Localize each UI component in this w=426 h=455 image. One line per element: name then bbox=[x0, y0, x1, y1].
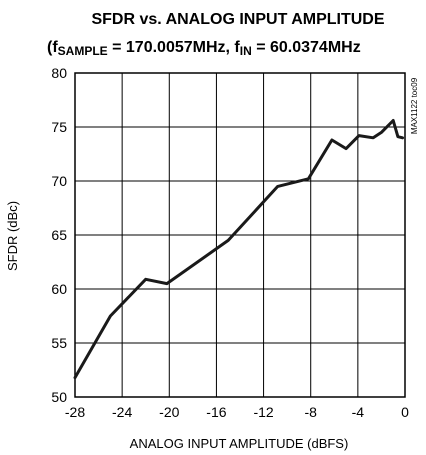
x-tick-label: -12 bbox=[253, 404, 273, 420]
x-tick-labels: -28 -24 -20 -16 -12 -8 -4 0 bbox=[65, 404, 409, 420]
subtitle-sample-subscript: SAMPLE bbox=[58, 44, 108, 58]
series-line-sfdr bbox=[73, 119, 405, 380]
subtitle-open: (f bbox=[47, 39, 58, 56]
subtitle-in-subscript: IN bbox=[240, 44, 252, 58]
y-tick-label: 70 bbox=[51, 173, 67, 189]
x-tick-label: -20 bbox=[159, 404, 179, 420]
grid bbox=[75, 73, 405, 397]
y-axis-label: SFDR (dBc) bbox=[5, 201, 20, 271]
x-axis-label: ANALOG INPUT AMPLITUDE (dBFS) bbox=[130, 436, 349, 451]
x-tick-label: -24 bbox=[112, 404, 132, 420]
x-tick-label: -16 bbox=[206, 404, 226, 420]
chart-title: SFDR vs. ANALOG INPUT AMPLITUDE bbox=[91, 11, 384, 28]
x-tick-label: -28 bbox=[65, 404, 85, 420]
y-tick-label: 80 bbox=[51, 65, 67, 81]
x-tick-label: 0 bbox=[401, 404, 409, 420]
y-tick-label: 75 bbox=[51, 119, 67, 135]
chart-annotation: MAX1122 toc09 bbox=[410, 77, 419, 134]
y-tick-label: 60 bbox=[51, 281, 67, 297]
y-tick-label: 55 bbox=[51, 335, 67, 351]
y-tick-labels: 50 55 60 65 70 75 80 bbox=[51, 65, 67, 405]
subtitle-in-value: = 60.0374MHz bbox=[252, 39, 361, 56]
chart-subtitle: (fSAMPLE = 170.0057MHz, fIN = 60.0374MHz bbox=[47, 39, 361, 58]
y-tick-label: 65 bbox=[51, 227, 67, 243]
plot-frame bbox=[74, 72, 406, 398]
x-tick-label: -8 bbox=[304, 404, 317, 420]
x-tick-label: -4 bbox=[352, 404, 365, 420]
y-tick-label: 50 bbox=[51, 389, 67, 405]
subtitle-sample-value: = 170.0057MHz, f bbox=[108, 39, 241, 56]
